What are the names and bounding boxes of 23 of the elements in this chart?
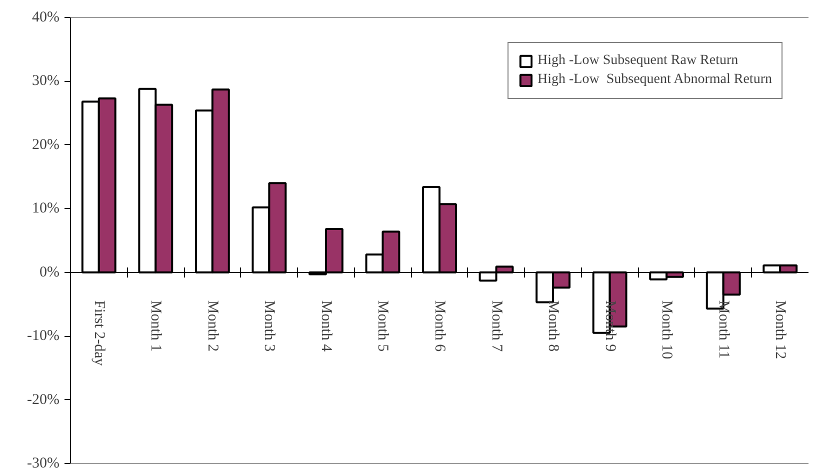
x-tick-label: Month 11: [715, 300, 732, 359]
y-tick-label: 20%: [32, 136, 60, 153]
y-tick-label: -20%: [27, 392, 60, 408]
x-tick-label: Month 7: [488, 300, 504, 352]
x-tick-label: Month 3: [261, 300, 278, 352]
y-tick-label: 40%: [32, 10, 60, 26]
x-tick-label: Month 2: [204, 300, 220, 352]
x-tick-label: Month 9: [602, 300, 618, 352]
x-tick-label: Month 10: [658, 300, 675, 360]
x-tick-label: Month 4: [318, 300, 334, 352]
y-tick-label: 0%: [40, 264, 60, 280]
x-tick-label: Month 5: [374, 300, 391, 352]
legend-label: High -Low Subsequent Abnormal Return: [538, 72, 772, 88]
y-tick-label: -10%: [27, 328, 60, 344]
x-tick-label: Month 6: [432, 300, 448, 352]
legend-label: High -Low Subsequent Raw Return: [538, 53, 738, 69]
x-tick-label: Month 12: [772, 300, 788, 360]
y-tick-label: 10%: [32, 200, 60, 217]
y-tick-label: 30%: [32, 73, 60, 90]
x-tick-label: First 2-day: [90, 300, 107, 366]
y-tick-label: -30%: [27, 456, 60, 471]
x-tick-label: Month 8: [545, 300, 562, 352]
x-tick-label: Month 1: [148, 300, 164, 352]
